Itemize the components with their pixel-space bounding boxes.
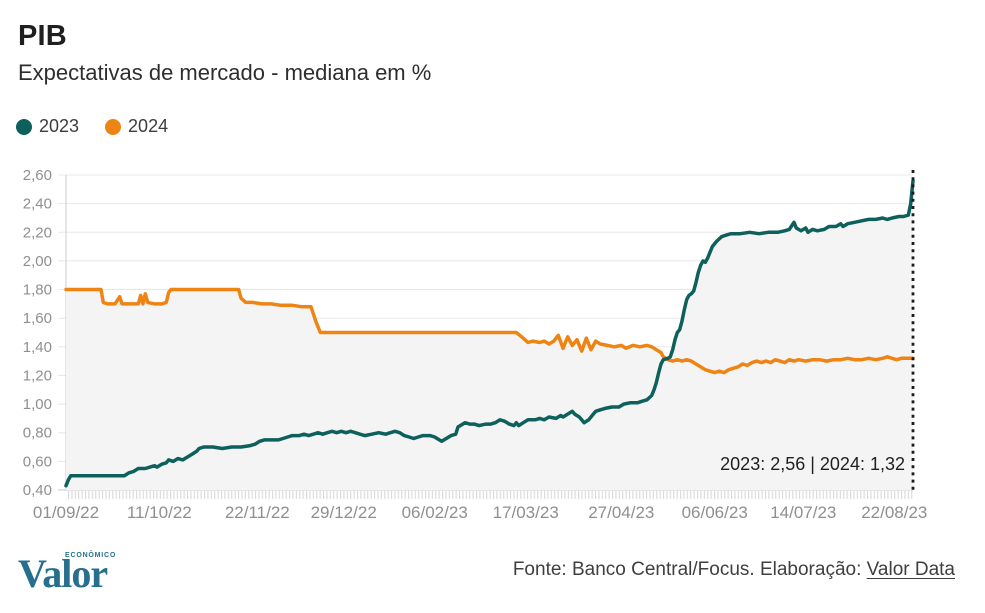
x-tick-label: 29/12/22 <box>311 503 377 522</box>
y-tick-label: 2,40 <box>23 196 52 213</box>
x-axis-labels: 01/09/22 11/10/22 22/11/22 29/12/22 06/02/23… <box>33 503 927 522</box>
legend-item-2024: 2024 <box>105 116 168 137</box>
logo-economico-text: ECONÔMICO <box>65 552 117 559</box>
y-tick-label: 2,20 <box>23 224 52 241</box>
x-tick-label: 14/07/23 <box>770 503 836 522</box>
y-tick-label: 1,00 <box>23 396 52 413</box>
x-tick-label: 27/04/23 <box>588 503 654 522</box>
legend-item-2023: 2023 <box>16 116 79 137</box>
x-tick-label: 06/06/23 <box>682 503 748 522</box>
y-tick-label: 0,60 <box>23 453 52 470</box>
source-text: Fonte: Banco Central/Focus. Elaboração: <box>512 559 867 580</box>
legend-label-2023: 2023 <box>39 116 80 136</box>
logo-valor-text: Valor <box>18 551 108 596</box>
x-axis-daily-ticks <box>66 491 913 499</box>
legend-label-2024: 2024 <box>128 116 169 136</box>
x-tick-label: 01/09/22 <box>33 503 99 522</box>
page-title: PIB <box>18 20 67 52</box>
series-2023-line <box>64 178 915 488</box>
page-subtitle: Expectativas de mercado - mediana em % <box>18 60 432 85</box>
y-tick-label: 2,00 <box>23 253 52 270</box>
y-tick-label: 1,60 <box>23 310 52 327</box>
x-tick-label: 17/03/23 <box>493 503 559 522</box>
y-tick-label: 1,20 <box>23 368 52 385</box>
chart-generated-geometry: 0,40 0,60 0,80 1,00 1,20 1,40 1,60 1,80 2,00 2,20… <box>23 167 928 522</box>
latest-values-annotation: 2023: 2,56 | 2024: 1,32 <box>720 454 905 474</box>
y-tick-label: 0,40 <box>23 482 52 499</box>
line-chart-canvas: 0,40 0,60 0,80 1,00 1,20 1,40 1,60 1,80 2,00 2,20… <box>23 167 928 522</box>
source-attribution: Fonte: Banco Central/Focus. Elaboração: … <box>513 559 955 581</box>
valor-data-link[interactable]: Valor Data <box>866 559 955 580</box>
legend-dot-2024-icon <box>105 118 122 135</box>
chart-legend: 2023 2024 <box>16 116 168 137</box>
y-tick-label: 1,40 <box>23 339 52 356</box>
x-tick-label: 22/11/22 <box>225 503 290 522</box>
y-axis-labels: 0,40 0,60 0,80 1,00 1,20 1,40 1,60 1,80 2,00 2,20… <box>23 167 52 499</box>
page-footer: ECONÔMICO Valor Fonte: Banco Central/Foc… <box>0 547 985 613</box>
valor-economico-logo: ECONÔMICO Valor <box>18 550 138 606</box>
x-tick-label: 22/08/23 <box>861 503 927 522</box>
legend-dot-2023-icon <box>16 118 32 135</box>
y-tick-label: 2,60 <box>23 167 52 184</box>
y-tick-label: 0,80 <box>23 425 52 442</box>
x-tick-label: 11/10/22 <box>127 503 192 522</box>
y-tick-label: 1,80 <box>23 282 52 299</box>
series-2024-line <box>64 287 915 375</box>
x-tick-label: 06/02/23 <box>402 503 468 522</box>
